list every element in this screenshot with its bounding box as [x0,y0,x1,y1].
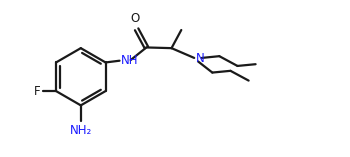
Text: NH: NH [121,54,139,67]
Text: O: O [130,12,140,25]
Text: F: F [34,85,40,97]
Text: NH₂: NH₂ [70,124,92,137]
Text: N: N [196,52,205,65]
